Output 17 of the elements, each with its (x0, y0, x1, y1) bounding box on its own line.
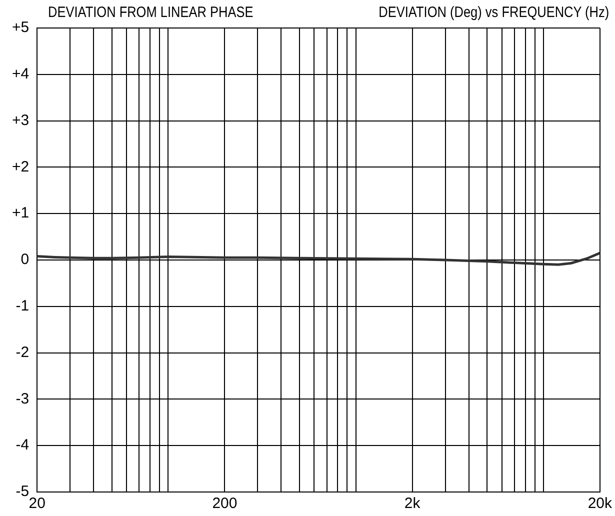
y-tick-label: +2 (12, 158, 30, 176)
y-tick-label: -5 (16, 483, 30, 500)
y-tick-label: +4 (12, 66, 30, 83)
y-tick-label: +3 (12, 112, 30, 129)
y-tick-label: -4 (16, 436, 30, 454)
x-tick-label: 20k (588, 495, 612, 512)
y-tick-label: +1 (12, 204, 30, 222)
y-tick-label: -2 (16, 344, 30, 361)
y-tick-label: -3 (16, 390, 30, 408)
y-tick-label: 0 (20, 251, 30, 268)
y-tick-label: +5 (12, 19, 30, 36)
x-tick-label: 2k (404, 495, 421, 512)
x-tick-label: 20 (28, 495, 46, 512)
y-tick-label: -1 (16, 298, 30, 315)
chart-title: DEVIATION FROM LINEAR PHASE (48, 4, 254, 21)
chart-subtitle: DEVIATION (Deg) vs FREQUENCY (Hz) (378, 4, 609, 21)
x-tick-label: 200 (212, 495, 238, 512)
